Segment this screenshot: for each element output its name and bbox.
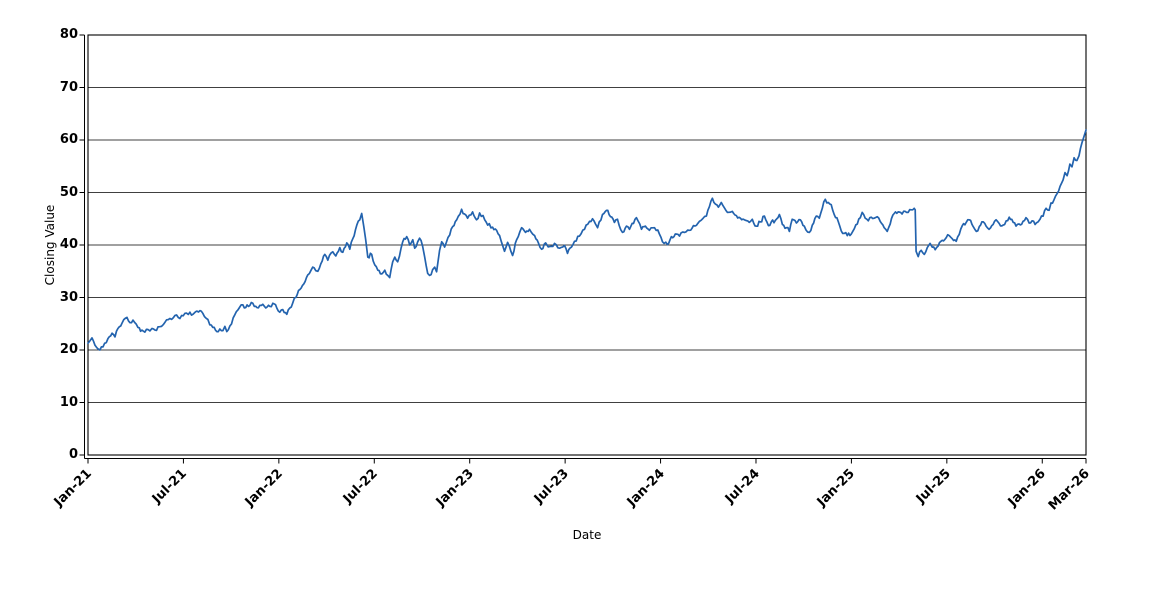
y-tick-label-40: 40 [59, 237, 78, 252]
y-tick-label-10: 10 [59, 394, 78, 410]
series-line [87, 129, 1087, 351]
x-axis-title: Date [572, 528, 602, 542]
horizontal-gridlines [88, 87, 1086, 403]
y-tick-label-0: 0 [68, 447, 78, 462]
y-tick-label-80: 80 [59, 27, 78, 42]
axis-lines-and-ticks [79, 34, 1087, 464]
y-tick-label-50: 50 [59, 184, 78, 200]
y-axis-title: Closing Value [43, 204, 57, 286]
plot-area-border [87, 34, 1087, 456]
y-tick-label-60: 60 [59, 132, 78, 147]
y-tick-label-20: 20 [59, 342, 78, 357]
y-tick-label-70: 70 [59, 79, 78, 95]
y-tick-label-30: 30 [59, 289, 78, 305]
